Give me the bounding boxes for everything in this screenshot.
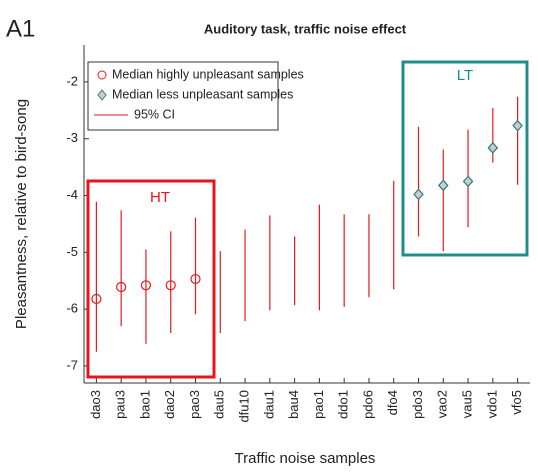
median-marker <box>190 273 201 285</box>
y-tick-label: -4 <box>66 187 78 202</box>
median-marker <box>413 188 424 201</box>
group-box <box>401 60 529 257</box>
median-marker <box>140 280 152 291</box>
y-tick-label: -2 <box>66 73 78 88</box>
panel-label: A1 <box>6 15 35 42</box>
legend-marker <box>97 89 107 101</box>
legend-label: Median less unpleasant samples <box>112 87 293 101</box>
x-tick-label: dfu10 <box>236 390 251 423</box>
median-marker <box>437 179 449 192</box>
x-tick-label: pdo3 <box>410 390 425 419</box>
x-tick-label: pao3 <box>187 390 202 419</box>
x-tick-label: ddo1 <box>336 390 351 419</box>
x-tick-label: dau5 <box>212 390 227 419</box>
legend-box <box>87 61 279 131</box>
legend-label: 95% CI <box>134 107 175 121</box>
x-tick-label: pdo6 <box>360 390 375 419</box>
x-tick-label: dao3 <box>88 390 103 419</box>
legend-marker <box>97 70 107 80</box>
group-box <box>86 179 216 379</box>
x-tick-label: dao2 <box>162 390 177 419</box>
x-tick-label: dau1 <box>261 390 276 419</box>
x-tick-label: vfo5 <box>509 390 524 415</box>
median-marker <box>462 175 474 188</box>
x-tick-label: vao2 <box>435 390 450 418</box>
y-tick-label: -5 <box>66 244 78 259</box>
x-tick-label: pao1 <box>311 390 326 419</box>
x-tick-label: bao1 <box>137 390 152 419</box>
median-marker <box>487 141 499 154</box>
y-tick-label: -7 <box>66 357 78 372</box>
median-marker <box>91 293 102 305</box>
y-axis-label: Pleasantness, relative to bird-song <box>13 99 30 329</box>
legend-label: Median highly unpleasant samples <box>112 67 304 81</box>
y-tick-label: -3 <box>66 130 78 145</box>
x-tick-label: vau5 <box>459 390 474 418</box>
x-tick-label: pau3 <box>113 390 128 419</box>
x-axis-label: Traffic noise samples <box>235 450 376 467</box>
median-marker <box>116 281 127 293</box>
x-tick-label: vdo1 <box>484 390 499 418</box>
x-tick-label: bau4 <box>286 390 301 419</box>
chart-title: Auditory task, traffic noise effect <box>204 21 407 36</box>
y-tick-label: -6 <box>66 301 78 316</box>
x-tick-label: dfo4 <box>385 390 400 415</box>
median-marker <box>512 119 523 132</box>
group-label: LT <box>457 67 473 84</box>
median-marker <box>165 280 176 291</box>
group-label: HT <box>150 189 170 206</box>
